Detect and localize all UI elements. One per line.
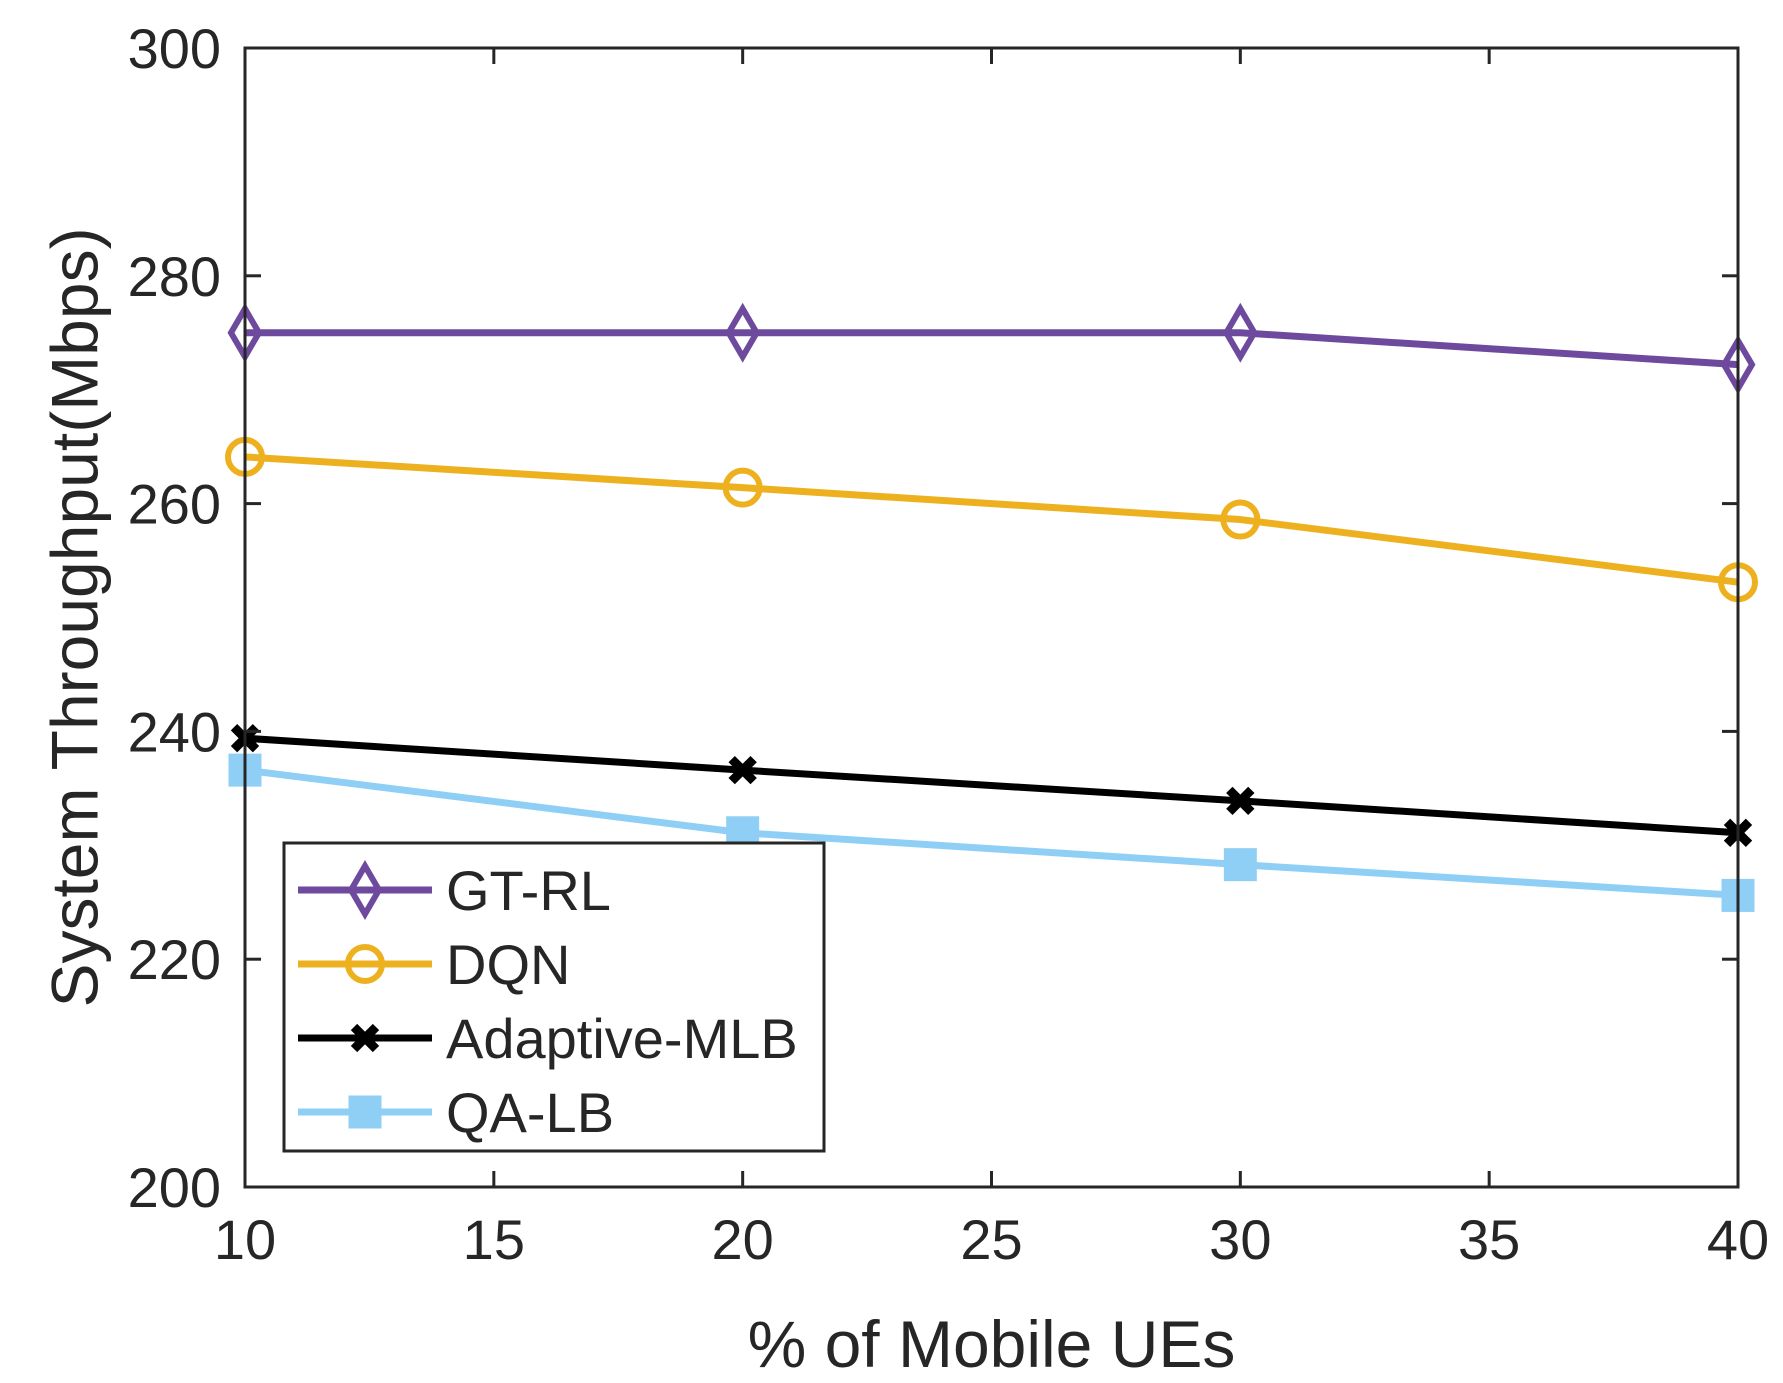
legend-marker (350, 1023, 380, 1053)
series-line (244, 453, 1739, 586)
data-point (1220, 499, 1261, 540)
axes-layer: 10 15 20 25 30 35 40 200 220 240 260 280 300 (128, 17, 1770, 1271)
x-axis-label: % of Mobile UEs (748, 1307, 1236, 1381)
x-tick-label: 20 (712, 1208, 774, 1271)
x-tick-label: 35 (1458, 1208, 1520, 1271)
data-point (1222, 302, 1258, 363)
x-tick-label: 40 (1707, 1208, 1769, 1271)
y-tick-label: 260 (128, 473, 221, 536)
legend-entry: GT-RL (298, 859, 611, 922)
legend-label: GT-RL (446, 859, 611, 922)
legend-entry: Adaptive-MLB (298, 1007, 798, 1070)
legend-marker (347, 860, 383, 920)
x-tick-label: 30 (1209, 1208, 1271, 1271)
y-tick-label: 240 (128, 700, 221, 763)
data-point (722, 467, 763, 508)
legend-label: DQN (446, 933, 570, 996)
data-point (725, 302, 761, 363)
legend-label: Adaptive-MLB (446, 1007, 798, 1070)
data-point (1226, 786, 1255, 816)
series-line (245, 329, 1739, 369)
legend-marker (345, 944, 385, 984)
x-tick-label: 15 (463, 1208, 525, 1271)
series-line (244, 766, 1739, 899)
data-point (1223, 848, 1257, 882)
legend-marker (348, 1095, 382, 1129)
x-tick-label: 10 (214, 1208, 276, 1271)
legend: GT-RL DQN Adaptive-MLB QA-LB (282, 841, 826, 1153)
data-point (728, 755, 757, 785)
y-tick-label: 280 (128, 245, 221, 308)
series-line (244, 734, 1739, 837)
legend-entry: DQN (298, 933, 570, 996)
legend-label: QA-LB (446, 1081, 614, 1144)
y-axis-label: System Throughput(Mbps) (37, 227, 111, 1007)
y-tick-label: 200 (128, 1156, 221, 1219)
legend-entry: QA-LB (298, 1081, 614, 1144)
x-tick-label: 25 (960, 1208, 1022, 1271)
y-tick-label: 220 (128, 928, 221, 991)
y-tick-label: 300 (128, 17, 221, 80)
